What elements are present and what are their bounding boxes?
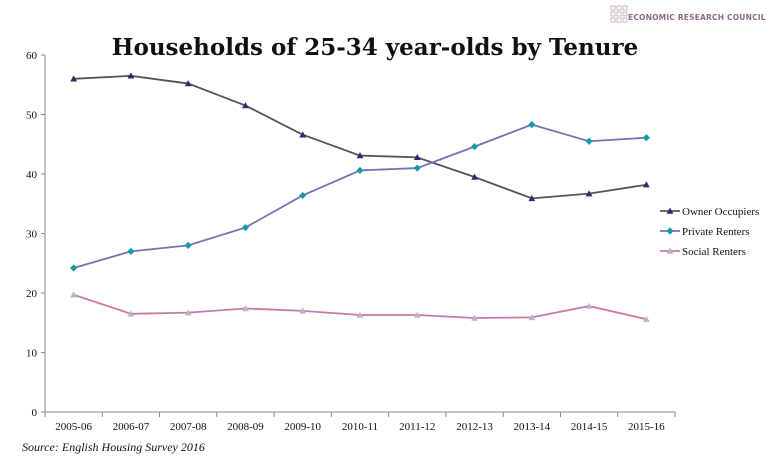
data-point [413,153,421,161]
x-tick-label: 2015-16 [628,421,665,433]
logo-square [610,17,616,23]
legend-label: Social Renters [682,246,746,258]
series-1 [70,121,650,272]
data-point [127,310,135,317]
data-point [642,134,650,142]
legend-label: Owner Occupiers [682,206,759,218]
data-point [642,181,650,188]
data-point [585,302,593,309]
x-tick-label: 2009-10 [284,421,321,433]
legend-marker [666,207,674,214]
x-tick-label: 2010-11 [342,421,378,433]
y-tick-label: 50 [26,110,38,122]
x-tick-label: 2014-15 [571,421,608,433]
data-point [70,75,78,82]
axes: 0 10 20 30 40 50 60 2005-06 2006-07 2007-08 2008-0… [26,50,676,433]
data-point [184,80,192,87]
data-point [70,291,78,298]
data-point [299,131,307,138]
x-tick-label: 2006-07 [113,421,150,433]
data-point [528,194,536,202]
legend-marker [666,227,674,235]
x-tick-label: 2007-08 [170,421,207,433]
y-tick-label: 0 [32,407,38,419]
logo: ECONOMIC RESEARCH COUNCIL [610,5,766,23]
y-tick-label: 30 [26,229,38,241]
logo-square [610,5,616,11]
y-tick-label: 20 [26,288,38,300]
y-tick-label: 10 [26,348,38,360]
data-point [528,313,536,321]
data-point [242,102,249,109]
data-point [413,311,421,318]
legend-entry: Social Renters [660,246,746,258]
legend-entry: Private Renters [660,226,750,238]
data-point [470,143,479,151]
legend-marker [666,247,674,254]
data-point [184,309,192,316]
logo-square [616,5,622,11]
legend-entry: Owner Occupiers [660,206,759,218]
source-note: Source: English Housing Survey 2016 [22,440,205,454]
data-point [70,264,78,272]
data-point [242,305,249,312]
logo-square [622,11,628,17]
y-tick-label: 60 [26,50,38,62]
data-point [585,190,593,197]
x-tick-label: 2012-13 [456,421,493,433]
data-point [299,307,307,314]
series-line [73,74,647,200]
series-0 [70,72,650,202]
logo-text: ECONOMIC RESEARCH COUNCIL [628,13,766,22]
data-point [471,173,478,180]
data-point [356,152,364,159]
logo-square [622,17,628,23]
data-point [642,315,650,322]
legend: Owner Occupiers Private Renters Social Ren… [660,206,759,258]
data-point [184,241,192,249]
data-point [471,314,478,321]
x-tick-label: 2005-06 [55,421,92,433]
data-point [528,121,536,129]
x-tick-label: 2008-09 [227,421,264,433]
x-tick-label: 2013-14 [513,421,550,433]
data-point [356,166,364,175]
data-point [585,137,593,145]
logo-square [610,11,616,17]
y-tick-label: 40 [26,169,38,181]
data-point [413,164,421,172]
logo-squares-icon [610,5,628,23]
data-point [241,223,250,232]
data-point [127,247,135,255]
x-tick-label: 2011-12 [399,421,435,433]
logo-square [622,5,628,11]
chart-title: Households of 25-34 year-olds by Tenure [112,34,638,61]
series-2 [70,291,650,322]
data-point [127,72,135,79]
legend-label: Private Renters [682,226,750,238]
data-point [356,311,364,318]
series-layer [70,72,650,322]
logo-square [616,11,622,17]
logo-square [616,17,622,23]
data-point [299,191,307,200]
